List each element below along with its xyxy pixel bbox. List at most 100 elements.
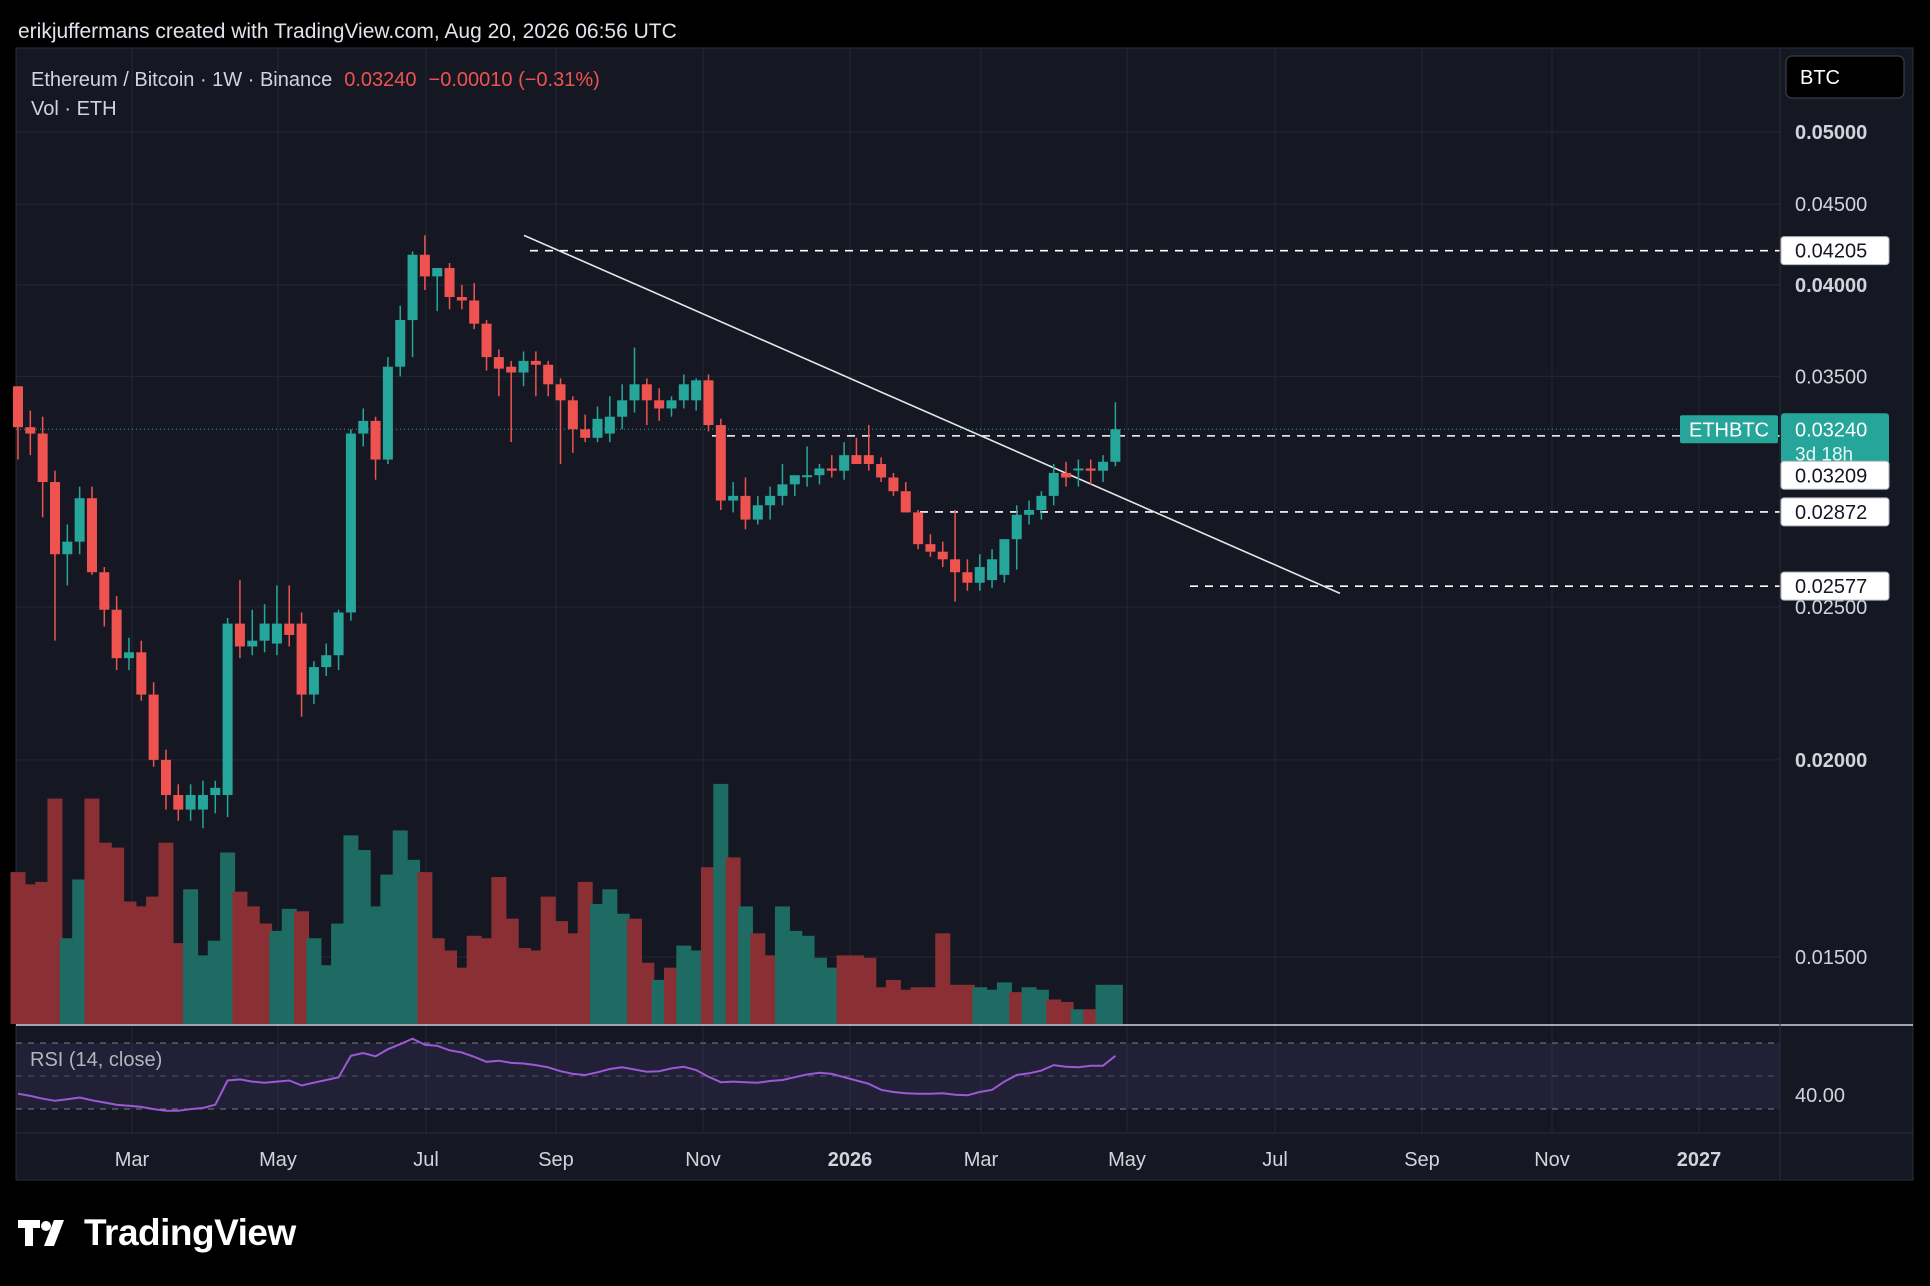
candle-body: [962, 572, 973, 583]
volume-bar: [257, 923, 273, 1024]
candle-body: [481, 323, 492, 358]
candle-body: [13, 386, 23, 428]
volume-bar: [1021, 987, 1037, 1024]
candle-body: [469, 300, 480, 324]
candle-body: [185, 795, 196, 810]
candle-body: [814, 468, 825, 476]
candle-body: [296, 623, 307, 695]
candle-body: [740, 495, 751, 520]
candle-body: [99, 572, 110, 610]
candle-body: [1110, 429, 1121, 462]
brand-label: TradingView: [84, 1212, 296, 1253]
x-tick-label: Mar: [115, 1149, 150, 1171]
candle-body: [567, 400, 578, 430]
volume-bar: [774, 906, 790, 1024]
volume-bar: [10, 872, 26, 1024]
candle-body: [617, 400, 628, 417]
y-tick-label: 0.01500: [1795, 947, 1867, 969]
candle-body: [530, 360, 541, 365]
volume-bar: [651, 979, 667, 1024]
candle-body: [407, 254, 418, 321]
candle-body: [160, 759, 171, 796]
candle-body: [49, 482, 60, 555]
x-tick-label: Mar: [964, 1149, 999, 1171]
volume-bar: [922, 987, 938, 1024]
volume-bar: [762, 955, 778, 1024]
y-tick-label: 0.02500: [1795, 597, 1867, 619]
volume-bar: [232, 891, 248, 1024]
volume-bar: [1033, 989, 1049, 1024]
volume-bar: [318, 965, 334, 1024]
volume-bar: [503, 918, 519, 1024]
candle-body: [876, 464, 887, 478]
volume-bar: [1046, 999, 1062, 1024]
candle-body: [715, 425, 726, 501]
candle-body: [629, 384, 640, 401]
currency-button-label[interactable]: BTC: [1800, 67, 1840, 89]
currency-button-box[interactable]: [1785, 55, 1905, 99]
currency-button[interactable]: BTC: [1785, 55, 1905, 99]
level-price-value: 0.03209: [1795, 465, 1867, 487]
volume-bar: [466, 935, 482, 1024]
symbol-tag-box: [1680, 415, 1778, 444]
candle-body: [937, 551, 948, 560]
volume-bar: [947, 984, 963, 1024]
candle-body: [925, 544, 936, 552]
volume-bar: [627, 918, 642, 1024]
candle-body: [592, 418, 603, 438]
volume-bar: [269, 930, 285, 1024]
candle-body: [395, 320, 406, 367]
volume-bar: [602, 889, 618, 1024]
candle-body: [826, 468, 837, 471]
volume-bar: [553, 921, 569, 1024]
volume-bar: [996, 982, 1012, 1024]
price-change: −0.00010 (−0.31%): [429, 69, 600, 91]
rsi-pane: RSI (14, close) 40.00: [16, 1037, 1845, 1112]
candle-body: [493, 357, 504, 369]
candle-body: [555, 384, 566, 401]
author-line: erikjuffermans created with TradingView.…: [18, 20, 677, 43]
volume-bar: [836, 955, 852, 1024]
candle-body: [789, 475, 800, 485]
volume-bar: [873, 987, 889, 1024]
volume-bar: [713, 783, 729, 1024]
symbol-tag-label: ETHBTC: [1689, 419, 1769, 441]
volume-bar: [220, 852, 236, 1024]
level-price-value: 0.04205: [1795, 241, 1867, 263]
volume-bar: [787, 930, 803, 1024]
candle-body: [62, 541, 73, 555]
candle-body: [999, 539, 1010, 575]
level-price-box: [1780, 460, 1890, 490]
candle-body: [641, 384, 652, 401]
volume-bar: [577, 881, 593, 1024]
level-price-box: [1780, 236, 1890, 266]
volume-bar: [417, 872, 433, 1024]
candle-body: [444, 267, 455, 298]
candle-body: [173, 795, 184, 810]
volume-bar: [355, 850, 371, 1024]
volume-bar: [170, 943, 186, 1024]
level-price-value: 0.02577: [1795, 576, 1867, 598]
volume-bar: [861, 957, 877, 1024]
volume-bar: [614, 913, 630, 1024]
x-tick-label: Sep: [1404, 1149, 1440, 1171]
volume-bar: [392, 830, 408, 1024]
volume-bar: [516, 948, 532, 1024]
candle-body: [382, 366, 393, 460]
y-tick-label: 0.03500: [1795, 366, 1867, 388]
x-tick-label: Jul: [1262, 1149, 1288, 1171]
symbol-line: Ethereum / Bitcoin · 1W · Binance 0.03240…: [31, 69, 600, 91]
candle-body: [678, 384, 689, 401]
candle-body: [197, 795, 208, 810]
candle-body: [345, 433, 356, 613]
tradingview-logo-icon: [18, 1220, 64, 1246]
volume-bar: [540, 896, 556, 1024]
level-price-value: 0.02872: [1795, 502, 1867, 524]
volume-bar: [959, 984, 975, 1024]
volume-bar: [72, 879, 88, 1024]
legend: erikjuffermans created with TradingView.…: [18, 20, 677, 120]
volume-bar: [1058, 1001, 1074, 1024]
volume-bar: [885, 979, 901, 1024]
volume-bar: [35, 881, 51, 1024]
candle-body: [1048, 472, 1059, 496]
